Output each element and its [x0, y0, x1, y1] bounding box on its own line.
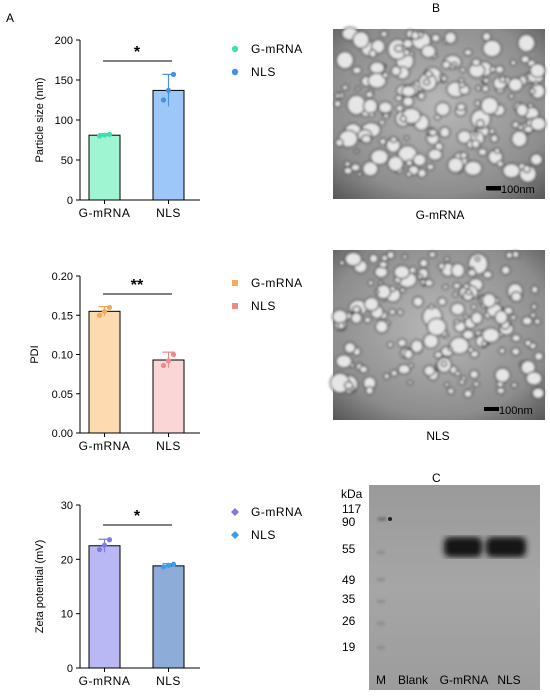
bar	[88, 310, 121, 434]
legend-marker	[231, 45, 239, 53]
significance-label: *	[134, 508, 141, 525]
blot-marker-label: 19	[342, 640, 356, 654]
x-tick-label: G-mRNA	[79, 206, 131, 220]
y-axis-label: PDI	[29, 345, 41, 363]
chart-zeta-potential: 0 10 20 30 Zeta potential (mV) G-mRNA NLS * G-mR…	[34, 500, 303, 688]
y-tick-label: 20	[61, 554, 73, 566]
legend-marker	[232, 280, 238, 286]
y-axis-label: Particle size (nm)	[34, 78, 46, 163]
panel-label-c: C	[432, 471, 441, 485]
y-axis-label: Zeta potential (mV)	[34, 540, 46, 634]
y-tick-label: 0.05	[52, 389, 73, 401]
y-tick-label: 0.10	[52, 350, 73, 362]
panel-label-b: B	[432, 1, 440, 15]
x-tick-label: NLS	[156, 439, 181, 453]
y-tick-label: 50	[61, 155, 73, 167]
data-point	[170, 561, 177, 567]
y-tick-label: 30	[61, 500, 73, 512]
data-point	[165, 562, 172, 568]
legend-label: G-mRNA	[251, 42, 303, 56]
panel-label-a: A	[6, 11, 14, 25]
y-tick-label: 0.20	[52, 271, 73, 283]
tem-caption-gmrna: G-mRNA	[416, 208, 465, 222]
legend-label: NLS	[251, 528, 276, 542]
blot-marker-label: 35	[342, 592, 356, 606]
significance-label: **	[131, 277, 144, 294]
blot-lane-label: M	[376, 673, 386, 687]
data-point	[96, 133, 103, 139]
data-point	[165, 87, 172, 93]
data-point	[170, 351, 177, 358]
data-point	[101, 542, 108, 548]
y-tick-label: 0	[67, 663, 73, 675]
legend-marker	[231, 68, 239, 76]
x-tick-label: G-mRNA	[79, 674, 131, 688]
blot-lane-label: G-mRNA	[440, 673, 489, 687]
legend-marker	[231, 508, 239, 516]
legend-marker	[231, 531, 239, 539]
bar	[152, 565, 185, 669]
legend-label: G-mRNA	[251, 505, 303, 519]
data-point	[106, 304, 113, 310]
bar	[152, 359, 185, 434]
band-gmrna	[444, 537, 482, 557]
blot-lane-label: NLS	[497, 673, 520, 687]
x-tick-label: NLS	[156, 674, 181, 688]
x-tick-label: G-mRNA	[79, 439, 131, 453]
tem-image-gmrna	[333, 26, 547, 199]
y-tick-label: 10	[61, 609, 73, 621]
data-point	[160, 564, 167, 570]
y-tick-label: 0.00	[52, 428, 73, 440]
blot-marker-label: 49	[342, 573, 356, 587]
y-tick-label: 200	[55, 35, 73, 47]
legend-marker	[232, 303, 238, 309]
data-point	[96, 546, 103, 553]
blot-lane-label: Blank	[398, 673, 429, 687]
blot-marker-label: 26	[342, 614, 356, 628]
chart-pdi: 0.00 0.05 0.10 0.15 0.20 PDI G-mRNA NLS ** G-mRNA…	[29, 271, 303, 453]
blot-marker-label: 55	[342, 542, 356, 556]
band-nls	[486, 537, 526, 557]
blot-lane-labels: M Blank G-mRNA NLS	[376, 673, 521, 687]
y-tick-label: 100	[55, 115, 73, 127]
scale-bar-label-top: 100nm	[501, 184, 535, 196]
blot-marker-label: 90	[342, 515, 356, 529]
tem-caption-nls: NLS	[426, 429, 449, 443]
bar	[88, 545, 121, 669]
data-point	[170, 71, 177, 77]
data-point	[165, 358, 172, 364]
legend-label: G-mRNA	[251, 276, 303, 290]
y-tick-label: 0	[67, 195, 73, 207]
western-blot	[369, 485, 540, 690]
y-tick-label: 0.15	[52, 310, 73, 322]
blot-marker-label: 117	[342, 502, 361, 516]
x-tick-label: NLS	[156, 206, 181, 220]
data-point	[160, 362, 167, 369]
y-tick-label: 150	[55, 75, 73, 87]
data-point	[106, 131, 113, 137]
legend-label: NLS	[251, 299, 276, 313]
data-point	[101, 132, 108, 138]
significance-label: *	[134, 44, 141, 61]
tem-image-nls	[329, 250, 545, 420]
bar	[88, 134, 121, 201]
bar	[152, 89, 185, 201]
blot-unit: kDa	[341, 487, 363, 501]
legend-label: NLS	[251, 65, 276, 79]
chart-particle-size: 0 50 100 150 200 Particle size (nm) G-mRNA NLS *…	[34, 35, 303, 220]
scale-bar-label-bottom: 100nm	[499, 405, 533, 417]
data-point	[96, 312, 103, 318]
data-point	[101, 308, 108, 314]
data-point	[160, 97, 167, 103]
data-point	[106, 537, 113, 543]
